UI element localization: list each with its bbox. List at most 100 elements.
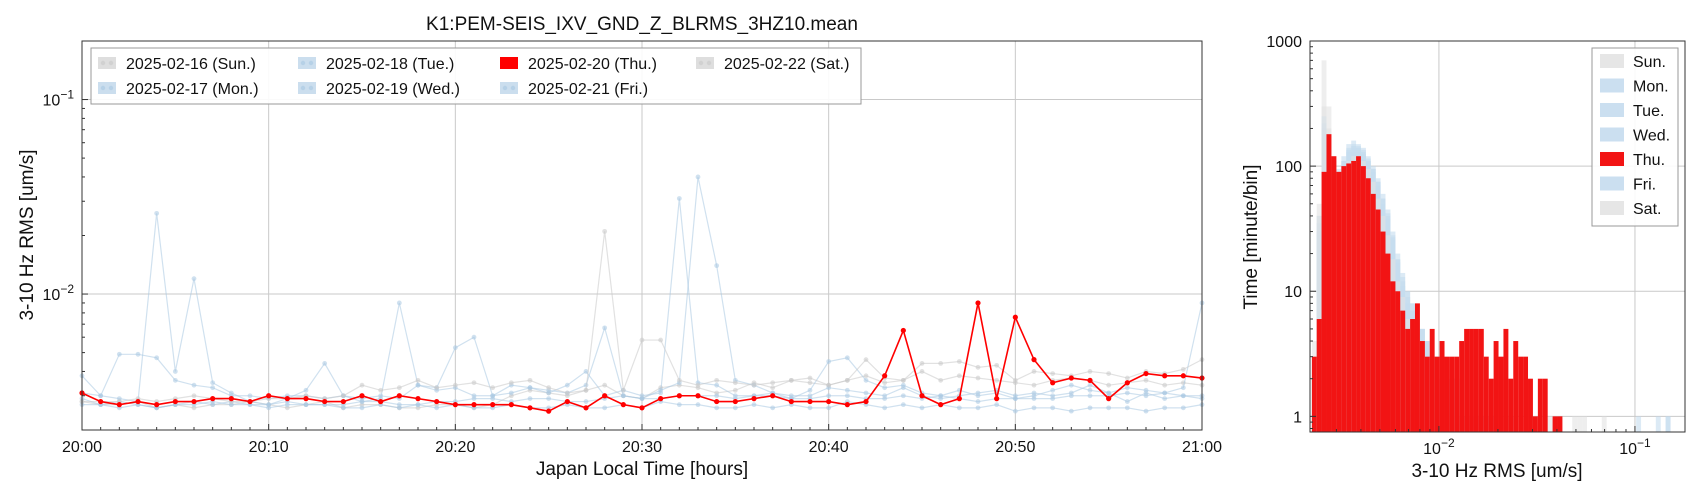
timeseries-point — [508, 390, 514, 396]
timeseries-point — [844, 355, 850, 361]
timeseries-point — [714, 398, 720, 405]
histogram-bar — [1542, 378, 1548, 432]
timeseries-point — [938, 402, 944, 408]
timeseries-point — [695, 382, 701, 388]
timeseries-x-tick-label: 20:50 — [995, 439, 1035, 456]
timeseries-point — [919, 369, 925, 374]
histogram-bar — [1655, 416, 1661, 432]
timeseries-point — [172, 377, 178, 383]
timeseries-point — [788, 377, 794, 383]
timeseries-y-tick-label: 10−2 — [43, 282, 75, 304]
timeseries-point — [191, 382, 197, 388]
timeseries-legend-swatch — [500, 57, 518, 69]
timeseries-point — [527, 385, 533, 391]
timeseries-point — [695, 402, 701, 408]
timeseries-point — [938, 360, 944, 366]
timeseries-point — [116, 351, 122, 357]
timeseries-point — [751, 402, 757, 408]
timeseries-legend-marker — [308, 60, 314, 66]
histogram-bar — [1582, 416, 1588, 432]
timeseries-point — [322, 360, 328, 366]
timeseries-point — [732, 380, 738, 386]
timeseries-point — [994, 377, 1000, 383]
timeseries-point — [1143, 370, 1149, 377]
histogram-bar — [1311, 356, 1317, 432]
timeseries-x-tick-label: 21:00 — [1182, 439, 1222, 456]
histogram-bar — [1444, 356, 1450, 432]
timeseries-point — [1012, 314, 1018, 320]
timeseries-point — [1143, 408, 1149, 414]
timeseries-point — [975, 399, 981, 404]
timeseries-point — [471, 396, 477, 402]
timeseries-point — [639, 405, 645, 411]
timeseries-legend-swatch — [500, 82, 518, 94]
timeseries-point — [770, 393, 776, 399]
timeseries-point — [751, 382, 757, 388]
histogram-legend-swatch — [1600, 152, 1624, 166]
timeseries-point — [919, 393, 925, 399]
histogram-legend-swatch — [1600, 78, 1624, 93]
timeseries-point — [340, 398, 346, 405]
histogram-legend-label: Sun. — [1633, 54, 1666, 71]
timeseries-point — [938, 393, 944, 399]
timeseries-point — [900, 327, 906, 334]
timeseries-legend-swatch — [98, 57, 116, 69]
timeseries-point — [452, 345, 458, 351]
timeseries-point — [546, 396, 552, 402]
timeseries-x-axis-label: Japan Local Time [hours] — [536, 459, 748, 480]
timeseries-point — [396, 402, 402, 408]
histogram-bar — [1424, 356, 1430, 432]
timeseries-point — [191, 393, 197, 399]
timeseries-point — [882, 385, 888, 391]
histogram-bar — [1351, 160, 1357, 432]
timeseries-point — [956, 359, 962, 364]
timeseries-point — [807, 405, 813, 411]
timeseries-point — [788, 398, 794, 405]
timeseries-point — [583, 387, 589, 393]
histogram-bar — [1400, 310, 1406, 432]
timeseries-legend-marker — [502, 85, 508, 91]
timeseries-point — [303, 396, 309, 402]
timeseries-point — [490, 385, 496, 391]
histogram-y-tick-label: 10 — [1284, 284, 1302, 301]
timeseries-point — [882, 380, 888, 386]
timeseries-point — [1012, 396, 1018, 402]
timeseries-point — [210, 385, 216, 391]
timeseries-point — [938, 377, 944, 383]
timeseries-point — [714, 377, 720, 383]
timeseries-point — [658, 390, 664, 396]
timeseries-point — [1087, 387, 1093, 393]
timeseries-point — [340, 393, 346, 399]
timeseries-point — [1124, 385, 1130, 391]
histogram-x-tick-label: 10−1 — [1619, 436, 1651, 458]
histogram-bars — [1311, 60, 1671, 433]
timeseries-point — [975, 405, 981, 411]
timeseries-point — [378, 398, 384, 405]
timeseries-legend-marker — [300, 85, 306, 91]
timeseries-point — [527, 405, 533, 411]
histogram-y-axis-label: Time [minute/bin] — [1241, 164, 1262, 309]
timeseries-point — [154, 210, 160, 216]
timeseries-point — [1106, 382, 1112, 388]
histogram-legend-swatch — [1600, 127, 1624, 142]
timeseries-point — [1106, 390, 1112, 396]
timeseries-point — [1124, 405, 1130, 411]
timeseries-point — [1050, 387, 1056, 393]
timeseries-point — [994, 362, 1000, 368]
histogram-bar — [1459, 341, 1465, 432]
timeseries-series-2025-02-20 — [79, 300, 1205, 414]
timeseries-point — [210, 396, 216, 402]
histogram-bar — [1523, 356, 1529, 432]
timeseries-legend-label: 2025-02-21 (Fri.) — [528, 81, 648, 98]
histogram-bar — [1498, 356, 1504, 432]
timeseries-point — [228, 396, 234, 402]
timeseries-point — [1087, 382, 1093, 388]
timeseries-point — [359, 405, 365, 411]
timeseries-point — [658, 396, 664, 402]
timeseries-point — [452, 402, 458, 408]
timeseries-point — [844, 387, 850, 393]
timeseries-point — [546, 385, 552, 391]
timeseries-point — [602, 405, 608, 411]
timeseries-point — [602, 382, 608, 388]
